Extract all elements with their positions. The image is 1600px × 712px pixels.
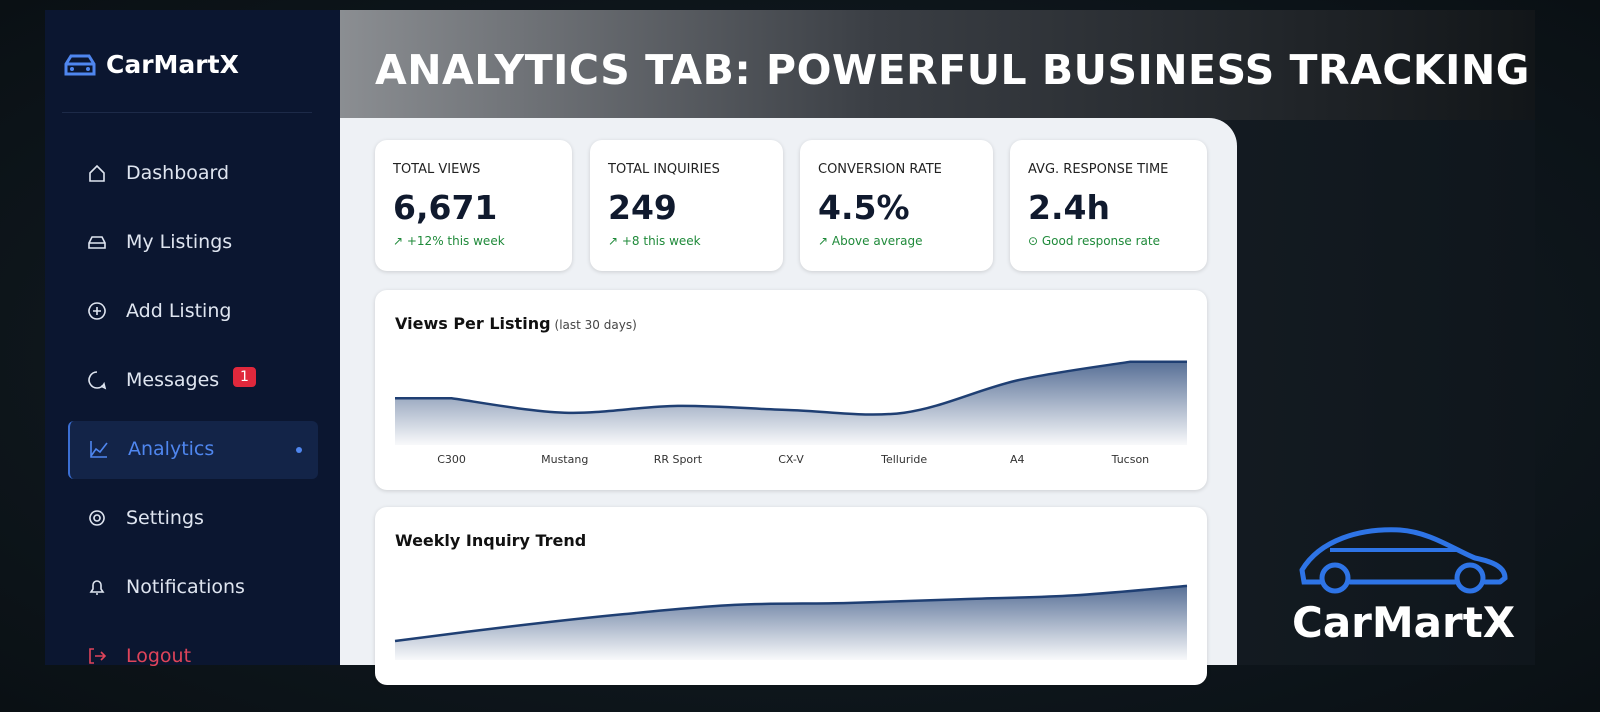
x-tick-label: A4 [1010, 453, 1025, 466]
brand-icon [64, 54, 96, 76]
nav-label: Notifications [126, 576, 245, 598]
stat-value: 249 [608, 188, 677, 227]
stat-card: AVG. RESPONSE TIME 2.4h ⊙ Good response ra… [1010, 140, 1207, 271]
icon-shape [90, 441, 108, 458]
stat-label: TOTAL VIEWS [393, 162, 481, 177]
nav-icon [89, 648, 107, 664]
headline: ANALYTICS TAB: POWERFUL BUSINESS TRACKIN… [375, 46, 1530, 94]
stat-note: ↗ +12% this week [393, 234, 505, 248]
chart-title: Weekly Inquiry Trend [395, 531, 587, 550]
nav-item[interactable]: Add Listing [68, 283, 316, 341]
nav-icon [88, 236, 106, 249]
x-tick-label: RR Sport [654, 453, 703, 466]
line [394, 584, 1188, 643]
stat-note: ↗ Above average [818, 234, 923, 248]
chart-card: Weekly Inquiry Trend [375, 507, 1207, 685]
stat-card: CONVERSION RATE 4.5% ↗ Above average [800, 140, 993, 271]
nav-item[interactable]: Dashboard [68, 145, 316, 203]
x-tick-label: Telluride [880, 453, 927, 466]
nav-icon [88, 302, 106, 320]
nav-label: Messages [126, 369, 220, 391]
divider [62, 112, 312, 113]
icon-shape [88, 236, 106, 249]
nav-item[interactable]: Analytics [68, 421, 318, 479]
nav-label: My Listings [126, 231, 233, 253]
brand[interactable]: CarMartX [62, 50, 239, 86]
nav-icon [90, 441, 108, 458]
nav-icon [88, 371, 107, 390]
chart [394, 584, 1188, 660]
nav-icon [89, 580, 105, 595]
x-tick-label: Mustang [541, 453, 588, 466]
x-tick-label: C300 [437, 453, 466, 466]
nav-item[interactable]: Settings [68, 490, 316, 548]
nav-label: Logout [126, 645, 192, 667]
icon-shape [89, 510, 105, 526]
nav-icon [89, 164, 105, 182]
nav-item[interactable]: My Listings [68, 214, 316, 272]
stat-card: TOTAL VIEWS 6,671 ↗ +12% this week [375, 140, 572, 271]
chart-subtitle: (last 30 days) [554, 318, 637, 332]
icon-shape [89, 164, 105, 182]
x-tick-label: Tucson [1111, 453, 1150, 466]
nav-label: Analytics [128, 438, 215, 460]
stat-label: TOTAL INQUIRIES [608, 162, 720, 177]
stat-value: 6,671 [393, 188, 498, 227]
stat-label: AVG. RESPONSE TIME [1028, 162, 1169, 177]
stat-card: TOTAL INQUIRIES 249 ↗ +8 this week [590, 140, 783, 271]
x-tick-label: CX-V [778, 453, 804, 466]
logo-text: CarMartX [1292, 598, 1516, 647]
area [395, 585, 1187, 660]
nav-badge: 1 [233, 367, 256, 387]
icon-shape [89, 648, 107, 664]
icon-shape [88, 371, 107, 390]
sidebar [45, 10, 340, 665]
logo-car [1299, 527, 1508, 594]
stat-value: 2.4h [1028, 188, 1110, 227]
stat-note: ⊙ Good response rate [1028, 234, 1160, 248]
nav-item[interactable]: Messages 1 [68, 352, 316, 410]
nav-label: Add Listing [126, 300, 232, 322]
nav-item[interactable]: Notifications [68, 559, 316, 617]
stat-label: CONVERSION RATE [818, 162, 942, 177]
nav-item[interactable]: Logout [68, 628, 316, 686]
icon-shape [89, 580, 105, 595]
icon-shape [88, 302, 106, 320]
nav-label: Dashboard [126, 162, 230, 184]
stat-note: ↗ +8 this week [608, 234, 701, 248]
brand-name: CarMartX [106, 50, 239, 79]
chart: C300 Mustang RR Sport CX-V Telluride A4 Tucson [395, 360, 1187, 466]
line [395, 360, 1187, 416]
header [340, 10, 1535, 120]
chart-title: Views Per Listing (last 30 days) [395, 314, 637, 333]
area [395, 361, 1187, 445]
nav-icon [89, 510, 105, 526]
stat-value: 4.5% [818, 188, 910, 227]
active-dot [296, 447, 302, 453]
chart-card: Views Per Listing (last 30 days) C300 Musta… [375, 290, 1207, 490]
nav-label: Settings [126, 507, 204, 529]
